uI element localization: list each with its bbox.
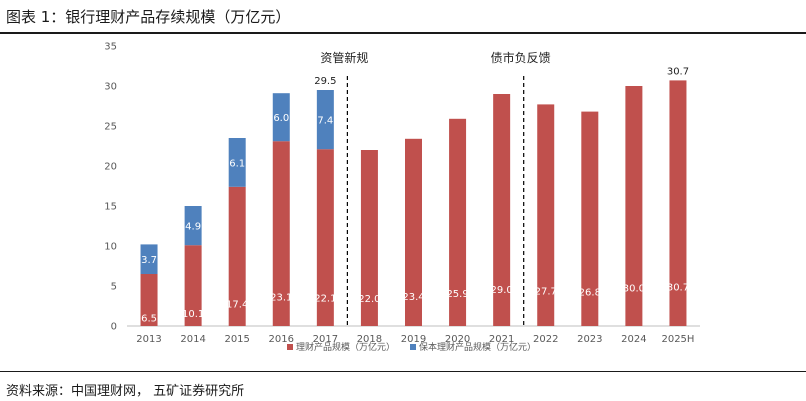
bar-wealth-2018 — [360, 150, 378, 326]
legend-guaranteed-swatch — [410, 344, 416, 350]
x-tick-label-2019: 2019 — [401, 334, 426, 345]
y-tick-label-0: 0 — [111, 322, 117, 333]
y-tick-label-15: 15 — [104, 202, 117, 213]
legend-guaranteed-label: 保本理财产品规模（万亿元） — [419, 341, 536, 353]
y-tick-label-25: 25 — [104, 122, 117, 133]
bar-label-wealth-2017: 22.1 — [314, 294, 336, 305]
y-tick-label-20: 20 — [104, 162, 117, 173]
x-tick-label-2014: 2014 — [180, 334, 205, 345]
x-tick-label-2015: 2015 — [224, 334, 249, 345]
bar-label-wealth-2022: 27.7 — [535, 287, 557, 298]
annotation-1: 资管新规 — [320, 50, 368, 65]
bar-wealth-2023 — [581, 111, 599, 326]
bar-wealth-2016 — [272, 141, 290, 326]
bar-label-guaranteed-2013: 3.7 — [141, 255, 157, 266]
bar-wealth-2015 — [228, 186, 246, 326]
bar-guaranteed-2016 — [272, 93, 290, 142]
y-tick-label-35: 35 — [104, 42, 117, 53]
bar-label-wealth-2025H: 30.7 — [667, 283, 689, 294]
bar-wealth-2020 — [449, 118, 467, 326]
bar-wealth-2021 — [493, 94, 511, 326]
bar-label-guaranteed-2016: 6.0 — [273, 113, 289, 124]
bar-wealth-2022 — [537, 104, 555, 327]
bar-guaranteed-2014 — [184, 206, 202, 246]
x-tick-label-2025H: 2025H — [661, 334, 694, 345]
x-tick-label-2018: 2018 — [357, 334, 382, 345]
x-tick-label-2021: 2021 — [489, 334, 514, 345]
bar-label-wealth-2021: 29.0 — [491, 285, 513, 296]
bottom-rule — [0, 371, 806, 372]
bar-wealth-2025H — [669, 80, 687, 327]
bar-label-wealth-2014: 10.1 — [182, 309, 204, 320]
x-tick-label-2013: 2013 — [136, 334, 161, 345]
bar-label-wealth-2016: 23.1 — [270, 292, 292, 303]
y-tick-label-10: 10 — [104, 242, 117, 253]
x-tick-label-2020: 2020 — [445, 334, 470, 345]
bar-wealth-2019 — [405, 138, 422, 326]
bar-label-wealth-2019: 23.4 — [402, 292, 424, 303]
bar-guaranteed-2013 — [140, 244, 158, 274]
x-tick-label-2017: 2017 — [313, 334, 338, 345]
bar-guaranteed-2017 — [316, 90, 334, 150]
source-note: 资料来源：中国理财网， 五矿证券研究所 — [6, 384, 245, 399]
bar-label-wealth-2015: 17.4 — [226, 300, 248, 311]
y-tick-label-5: 5 — [111, 282, 117, 293]
x-tick-label-2023: 2023 — [577, 334, 602, 345]
x-tick-label-2024: 2024 — [621, 334, 646, 345]
bar-label-wealth-2018: 22.0 — [358, 294, 380, 305]
bar-label-wealth-2024: 30.0 — [623, 284, 645, 295]
annotation-2: 债市负反馈 — [491, 50, 551, 65]
bar-wealth-2013 — [140, 274, 158, 326]
bar-wealth-2024 — [625, 86, 643, 326]
x-tick-label-2016: 2016 — [269, 334, 294, 345]
legend-wealth-label: 理财产品规模（万亿元） — [296, 341, 395, 353]
bar-label-wealth-2013: 6.5 — [141, 314, 157, 325]
total-label-2025H: 30.7 — [667, 66, 689, 77]
bar-label-wealth-2020: 25.9 — [446, 289, 468, 300]
bar-wealth-2017 — [316, 149, 334, 326]
bar-wealth-2014 — [184, 245, 202, 326]
x-tick-label-2022: 2022 — [533, 334, 558, 345]
bar-label-guaranteed-2014: 4.9 — [185, 222, 201, 233]
top-rule — [0, 32, 806, 34]
y-tick-label-30: 30 — [104, 82, 117, 93]
figure-title: 图表 1：银行理财产品存续规模（万亿元） — [6, 8, 291, 26]
bar-guaranteed-2015 — [228, 138, 246, 187]
legend-wealth-swatch — [287, 344, 293, 350]
bar-label-wealth-2023: 26.8 — [579, 288, 601, 299]
bar-chart: 0 5 10 15 20 25 30 35 6.5 3.7 2013 10.1 4.9 2014 17.4 6… — [104, 42, 700, 353]
bar-label-guaranteed-2015: 6.1 — [229, 158, 245, 169]
total-label-2017: 29.5 — [314, 76, 336, 87]
bar-label-guaranteed-2017: 7.4 — [317, 116, 333, 127]
